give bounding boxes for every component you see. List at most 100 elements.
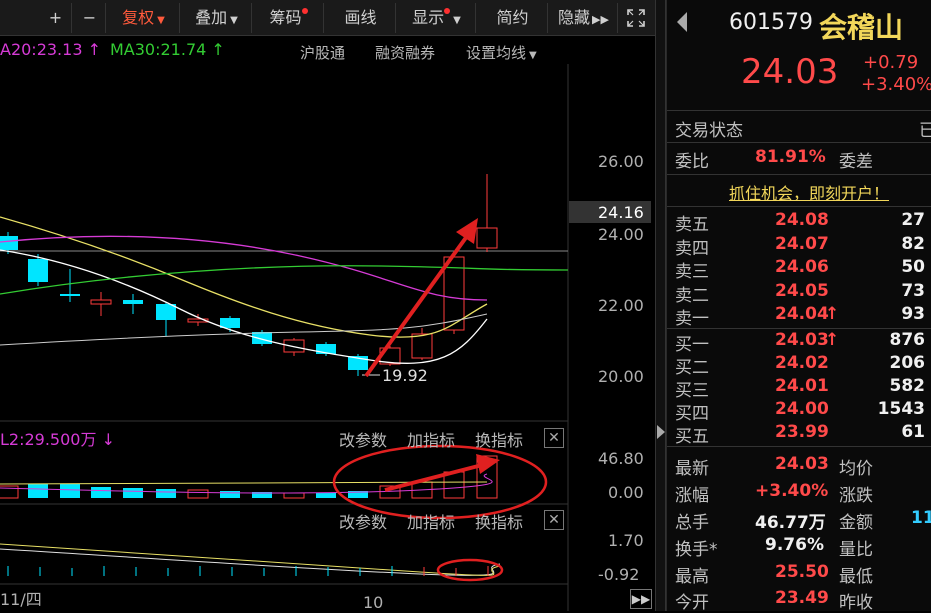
ask-volume: 73 xyxy=(901,280,925,301)
simple-mode-button[interactable]: 简约 xyxy=(478,3,548,33)
divider xyxy=(667,110,931,111)
divider xyxy=(667,446,931,447)
total-volume-value: 46.77万 xyxy=(755,513,826,533)
volume-legend: L2:29.500万 ↓ xyxy=(0,426,115,450)
ask-level-label: 卖五 xyxy=(675,215,709,235)
annotation-ellipse xyxy=(332,444,548,520)
ma-settings-button[interactable]: 设置均线 ▼ xyxy=(466,42,537,63)
ma60-line xyxy=(0,313,488,346)
notification-dot-icon xyxy=(301,8,308,14)
panel-splitter[interactable] xyxy=(655,0,666,611)
candle-body xyxy=(90,299,112,305)
open-value: 23.49 xyxy=(775,588,829,608)
ma30-value: MA30:21.74 xyxy=(110,40,207,59)
hide-button[interactable]: 隐藏 ▶▶ xyxy=(550,3,618,33)
ask-volume: 50 xyxy=(901,257,925,277)
chips-label: 筹码 xyxy=(269,8,302,27)
ask-level-label: 卖一 xyxy=(675,309,709,329)
bid-price: 24.00 xyxy=(775,399,829,419)
turnover-label: 换手* xyxy=(675,540,718,560)
vol-edit-params-button[interactable]: 改参数 xyxy=(339,431,388,450)
indicator-line xyxy=(0,543,501,576)
candle-body xyxy=(60,294,80,296)
annotation-arrowhead xyxy=(456,218,478,244)
price-tick-20: 20.00 xyxy=(598,367,644,386)
volume-bar xyxy=(220,491,240,498)
ask-price: 24.05 xyxy=(775,280,829,301)
high-value: 25.50 xyxy=(775,562,829,582)
volume-bar xyxy=(28,484,48,498)
hugutong-link[interactable]: 沪股通 xyxy=(300,44,346,62)
open-label: 今开 xyxy=(675,593,709,613)
chips-button[interactable]: 筹码 xyxy=(254,3,324,33)
vol-add-indicator-button[interactable]: 加指标 xyxy=(407,431,456,450)
bid-level-label: 买三 xyxy=(675,381,709,401)
candle-body xyxy=(28,259,48,282)
display-label: 显示 xyxy=(412,8,445,27)
bid-level-label: 买二 xyxy=(675,358,709,378)
arrow-down-icon: ↓ xyxy=(96,430,115,449)
vol-switch-indicator-button[interactable]: 换指标 xyxy=(475,431,524,450)
candle-body xyxy=(187,318,209,323)
zoom-out-button[interactable]: − xyxy=(74,3,106,33)
volume-ma-value: L2:29.500万 xyxy=(0,430,97,449)
candle-body xyxy=(0,236,18,250)
margin-trading-link[interactable]: 融资融券 xyxy=(375,44,436,62)
candle-body xyxy=(411,333,433,359)
arrow-up-icon: ↑ xyxy=(206,40,225,59)
scroll-right-icon[interactable]: ▶▶ xyxy=(630,589,652,609)
ind-add-indicator-button[interactable]: 加指标 xyxy=(407,513,456,532)
ma30-line xyxy=(0,265,569,295)
back-arrow-icon[interactable] xyxy=(677,12,687,32)
volume-bar xyxy=(0,485,19,499)
arrow-up-icon: ↑ xyxy=(825,304,840,324)
ma-settings-label: 设置均线 xyxy=(466,44,527,62)
indicator-line xyxy=(0,548,501,576)
ask-volume: 27 xyxy=(901,210,925,230)
annotation-ellipse xyxy=(436,558,504,582)
last-price: 24.03 xyxy=(741,52,839,92)
status-value: 已 xyxy=(919,121,931,141)
low-marker-label: 19.92 xyxy=(382,366,428,385)
bid-level-label: 买一 xyxy=(675,335,709,355)
ind-switch-indicator-button[interactable]: 换指标 xyxy=(475,513,524,532)
open-account-promo-link[interactable]: 抓住机会，即刻开户！ xyxy=(729,184,890,203)
ask-volume: 93 xyxy=(901,304,925,324)
fuquan-label: 复权 xyxy=(122,8,155,27)
volume-bar xyxy=(187,489,209,499)
candle-body xyxy=(220,318,240,328)
draw-line-button[interactable]: 画线 xyxy=(326,3,396,33)
date-label-mid: 10 xyxy=(363,593,383,611)
display-button[interactable]: 显示 ▼ xyxy=(398,3,476,33)
price-change-pct: +3.40% xyxy=(861,74,931,95)
arrow-up-icon: ↑ xyxy=(825,330,840,350)
price-change: +0.79 xyxy=(863,52,919,73)
change-pct-label: 涨幅 xyxy=(675,486,709,506)
annotation-arrow xyxy=(384,462,487,492)
hide-label: 隐藏 xyxy=(558,8,591,27)
bid-volume: 1543 xyxy=(877,399,925,419)
price-tick-24: 24.00 xyxy=(598,225,644,244)
volume-bar xyxy=(123,488,143,498)
collapse-arrow-icon[interactable] xyxy=(657,425,665,439)
kline-chart[interactable]: 26.00 24.00 22.00 20.00 24.16 19.92 46.8… xyxy=(0,64,660,611)
zoom-in-button[interactable]: + xyxy=(40,3,72,33)
vol-close-icon[interactable]: ✕ xyxy=(544,428,564,448)
fuquan-button[interactable]: 复权 ▼ xyxy=(108,3,180,33)
ind-axis-top: 1.70 xyxy=(608,531,644,550)
overlay-button[interactable]: 叠加 ▼ xyxy=(182,3,252,33)
bid-volume: 206 xyxy=(889,353,926,373)
bid-price: 24.02 xyxy=(775,353,829,373)
vol-ma2-line xyxy=(0,473,493,494)
chart-toolbar: + − 复权 ▼ 叠加 ▼ 筹码 画线 显示 ▼ 简约 隐藏 ▶▶ xyxy=(0,0,655,36)
divider xyxy=(667,206,931,207)
ask-price: 24.08 xyxy=(775,210,829,230)
ask-price: 24.07 xyxy=(775,233,829,254)
divider xyxy=(667,174,931,175)
bid-volume: 61 xyxy=(901,422,925,442)
ind-edit-params-button[interactable]: 改参数 xyxy=(339,513,388,532)
high-label: 最高 xyxy=(675,567,709,587)
fullscreen-button[interactable] xyxy=(620,3,652,33)
volume-bar xyxy=(60,484,80,498)
ind-close-icon[interactable]: ✕ xyxy=(544,510,564,530)
